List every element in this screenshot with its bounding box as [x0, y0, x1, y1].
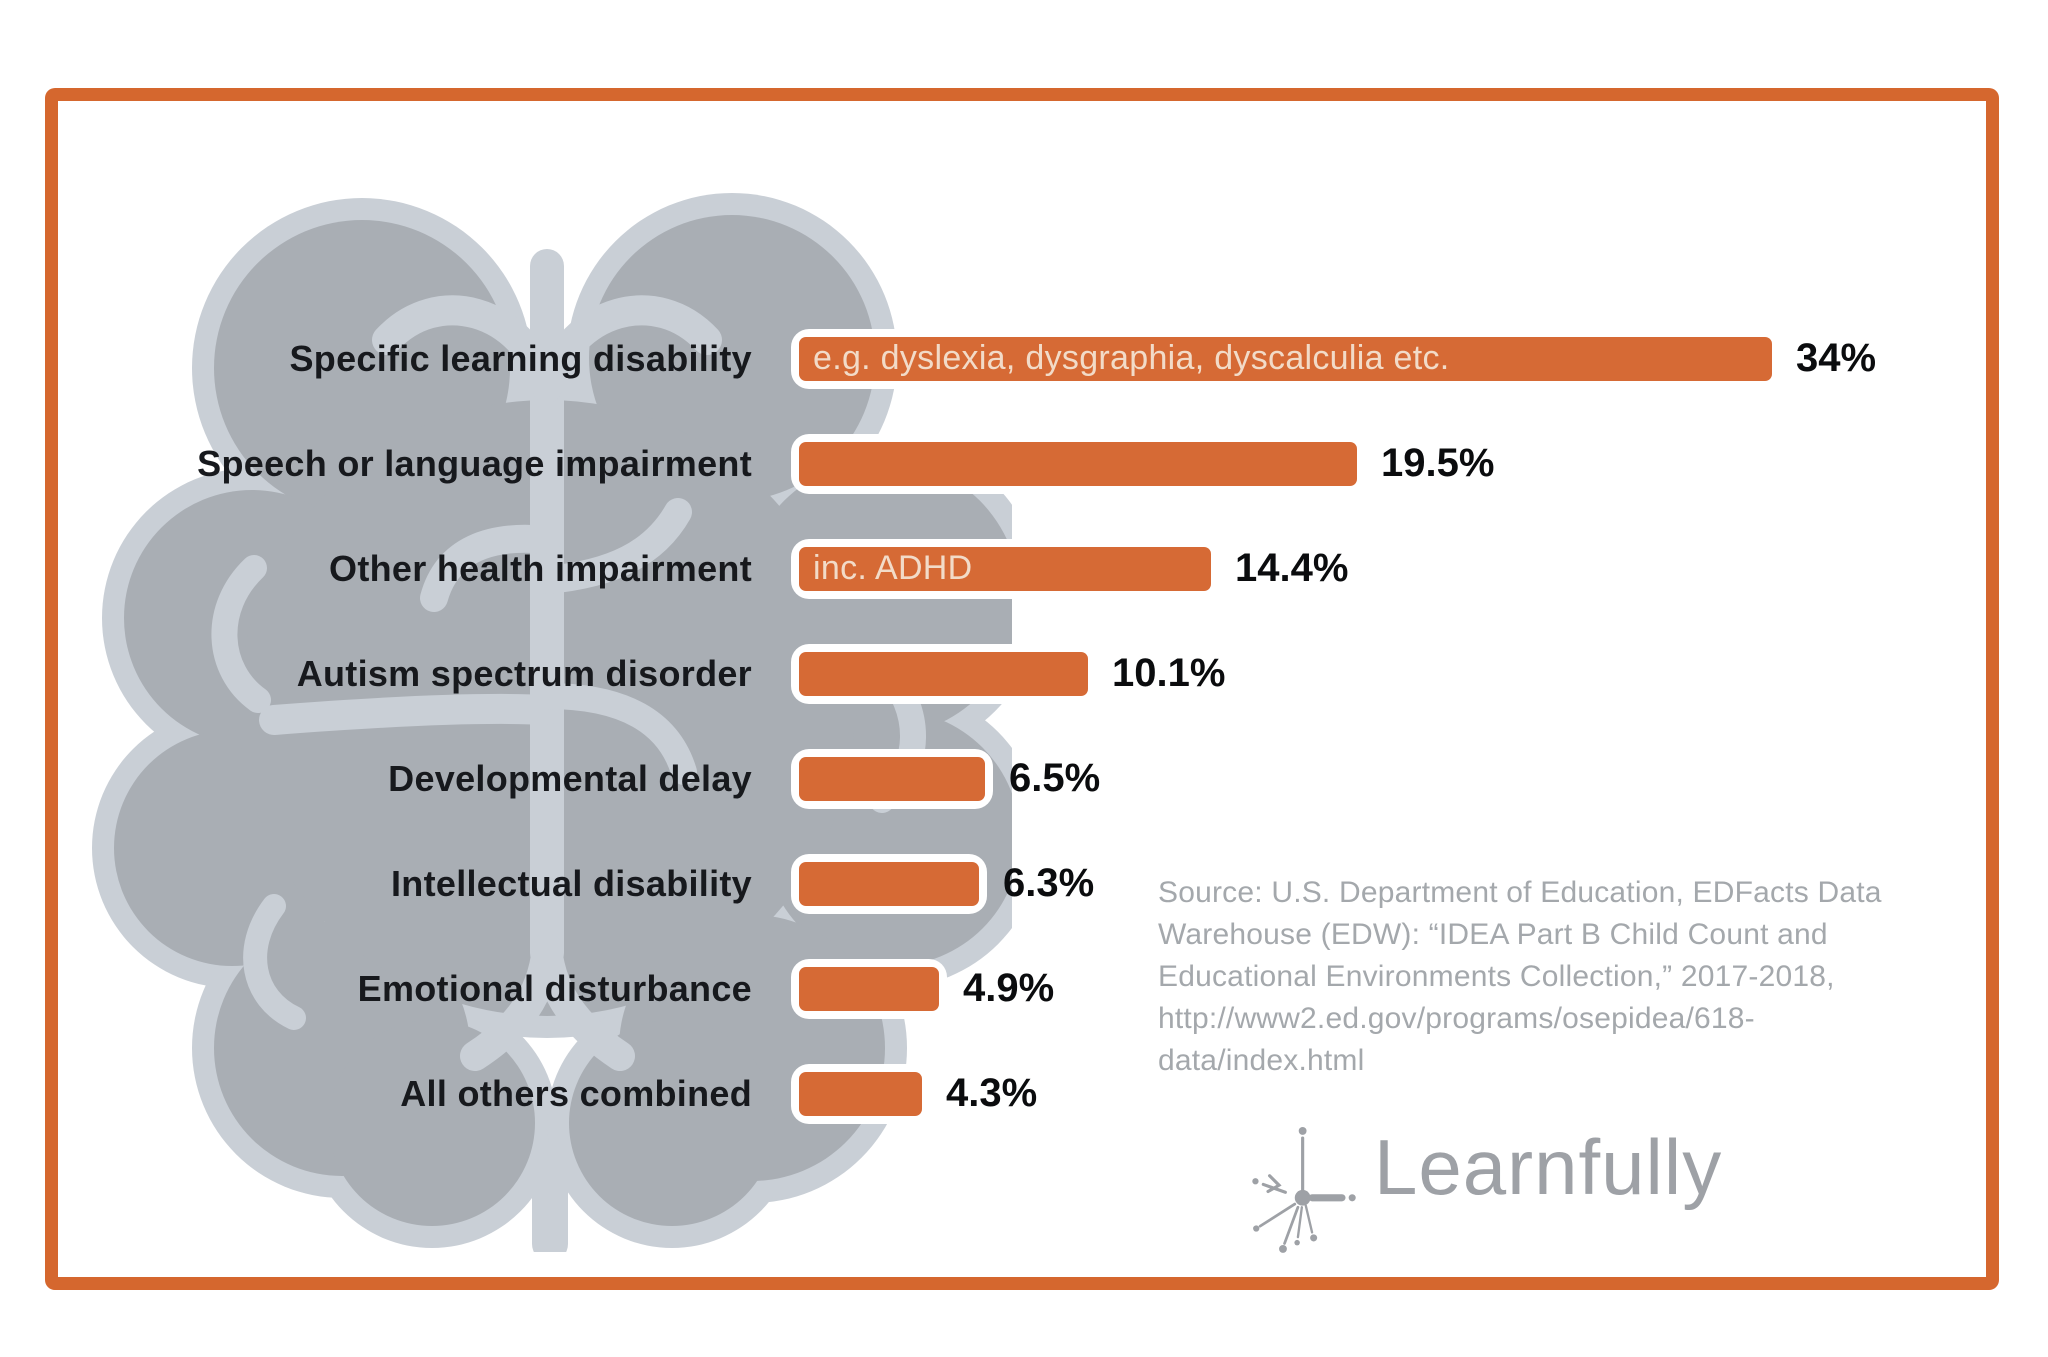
bar-annotation: inc. ADHD	[813, 549, 973, 587]
bar	[799, 441, 1357, 486]
bar-outline	[791, 958, 947, 1019]
bar-row: Developmental delay 6.5%	[140, 726, 1940, 831]
category-label: Speech or language impairment	[197, 442, 752, 484]
bar-row: Speech or language impairment 19.5%	[140, 411, 1940, 516]
spark-dandelion-icon	[1252, 1127, 1356, 1253]
value-label: 34%	[1796, 336, 1877, 380]
category-label: Autism spectrum disorder	[296, 652, 752, 694]
bar	[799, 1071, 922, 1116]
value-label: 4.3%	[946, 1071, 1038, 1115]
value-label: 14.4%	[1235, 546, 1349, 590]
bar-annotation: e.g. dyslexia, dysgraphia, dyscalculia e…	[813, 339, 1450, 377]
bar-outline	[791, 433, 1365, 494]
bar-outline: inc. ADHD	[791, 538, 1219, 599]
category-label: Other health impairment	[329, 547, 752, 589]
category-label: Intellectual disability	[391, 862, 752, 904]
bar-outline	[791, 853, 987, 914]
bar-row: Specific learning disability e.g. dyslex…	[140, 306, 1940, 411]
category-label: Emotional disturbance	[357, 967, 752, 1009]
value-label: 10.1%	[1112, 651, 1226, 695]
bar-row: All others combined 4.3%	[140, 1041, 1940, 1146]
bar-row: Emotional disturbance 4.9%	[140, 936, 1940, 1041]
bar-row: Other health impairment inc. ADHD 14.4%	[140, 516, 1940, 621]
brain-fissures	[211, 249, 926, 1252]
value-label: 6.3%	[1003, 861, 1095, 905]
bar	[799, 966, 939, 1011]
logo-wordmark: Learnfully	[1374, 1123, 1723, 1211]
bar-outline	[791, 643, 1096, 704]
bar-chart: Specific learning disability e.g. dyslex…	[140, 306, 1940, 1146]
bar-row: Intellectual disability 6.3%	[140, 831, 1940, 936]
value-label: 19.5%	[1381, 441, 1495, 485]
bar-outline	[791, 1063, 930, 1124]
value-label: 4.9%	[963, 966, 1055, 1010]
bar: inc. ADHD	[799, 546, 1211, 591]
bar-outline	[791, 748, 993, 809]
category-label: Developmental delay	[388, 757, 752, 799]
bar-outline: e.g. dyslexia, dysgraphia, dyscalculia e…	[791, 328, 1780, 389]
bar-row: Autism spectrum disorder 10.1%	[140, 621, 1940, 726]
bar	[799, 861, 979, 906]
value-label: 6.5%	[1009, 756, 1101, 800]
bar	[799, 651, 1088, 696]
category-label: All others combined	[400, 1072, 752, 1114]
frame-border	[45, 88, 1999, 1290]
category-label: Specific learning disability	[289, 337, 752, 379]
bar: e.g. dyslexia, dysgraphia, dyscalculia e…	[799, 336, 1772, 381]
bar	[799, 756, 985, 801]
source-citation: Source: U.S. Department of Education, ED…	[1158, 876, 1882, 1077]
